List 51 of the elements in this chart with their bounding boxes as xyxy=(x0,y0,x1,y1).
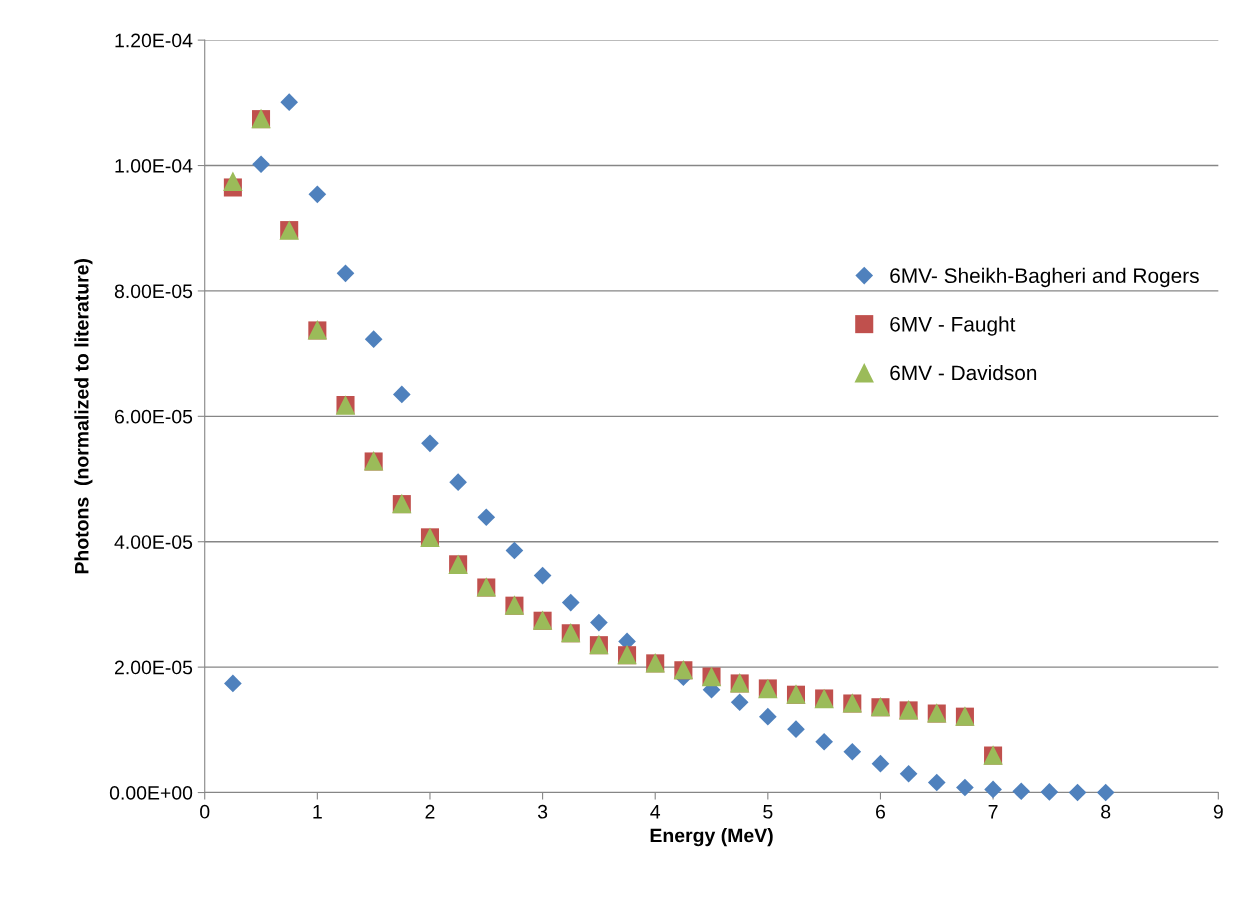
x-tick-label: 8 xyxy=(1101,804,1111,819)
x-tick-label: 6 xyxy=(876,804,886,819)
point xyxy=(505,541,524,560)
x-tick-label: 3 xyxy=(537,804,548,819)
x-tick-label: 0 xyxy=(200,804,210,819)
legend-label: 6MV- Sheikh-Bagheri and Rogers xyxy=(890,267,1199,288)
legend-label: 6MV - Faught xyxy=(890,316,1016,336)
point xyxy=(787,720,805,739)
y-tick-label: 6.00E-05 xyxy=(115,409,193,424)
x-tick-label: 9 xyxy=(1213,804,1223,819)
point xyxy=(1012,782,1031,801)
point xyxy=(449,473,467,491)
x-tick-label: 2 xyxy=(425,804,435,819)
y-tick-label: 0.00E+00 xyxy=(109,786,193,800)
y-tick-label: 4.00E-05 xyxy=(114,535,193,549)
legend-label: 6MV - Davidson xyxy=(890,364,1037,381)
point xyxy=(815,732,833,751)
point xyxy=(421,434,439,453)
point xyxy=(392,385,411,404)
point xyxy=(1096,783,1115,802)
point xyxy=(1068,783,1087,802)
x-tick-label: 7 xyxy=(988,805,998,819)
x-axis-title: Energy (MeV) xyxy=(650,828,773,847)
point xyxy=(759,707,777,726)
x-tick-label: 5 xyxy=(763,805,773,819)
y-tick-label: 1.00E-04 xyxy=(115,159,193,173)
y-axis-title: Photons (normalized to literature) xyxy=(74,259,93,574)
y-tick-label: 1.20E-04 xyxy=(115,33,193,48)
point xyxy=(223,171,243,191)
point xyxy=(730,693,749,712)
y-tick-label: 8.00E-05 xyxy=(114,284,193,299)
point xyxy=(364,330,383,349)
point xyxy=(280,93,299,112)
point xyxy=(843,742,862,761)
point xyxy=(308,185,327,204)
point xyxy=(899,764,918,783)
point xyxy=(871,754,890,773)
point xyxy=(336,264,355,283)
point xyxy=(561,593,580,612)
x-tick-label: 1 xyxy=(313,805,322,819)
point xyxy=(252,155,270,174)
y-tick-label: 2.00E-05 xyxy=(114,660,193,675)
point xyxy=(1040,783,1059,801)
point xyxy=(533,566,552,585)
point xyxy=(224,674,242,693)
point xyxy=(927,773,946,792)
point xyxy=(590,613,608,632)
x-tick-label: 4 xyxy=(650,805,661,819)
point xyxy=(477,508,496,527)
point xyxy=(956,778,974,797)
point xyxy=(984,780,1002,799)
